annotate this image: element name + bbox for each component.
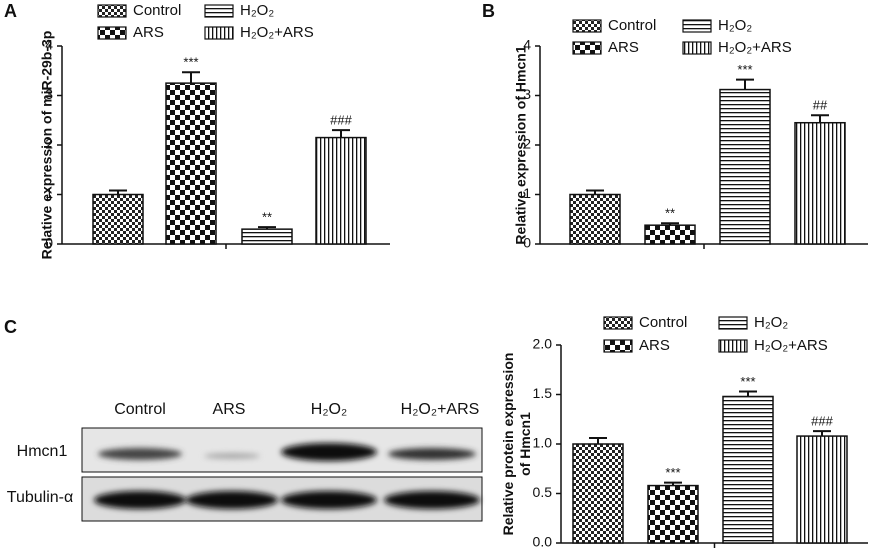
significance-label: ### [811, 414, 833, 429]
bar [572, 443, 624, 544]
bar [796, 435, 848, 544]
y-tick-label: 2.0 [533, 336, 553, 352]
western-blot: Control ARS H₂O₂ H₂O₂+ARS Hmcn1 Tubulin-… [7, 401, 483, 522]
y-tick-label: 1 [45, 185, 53, 201]
y-tick-label: 1.5 [533, 385, 553, 401]
legend-label: ARS [133, 24, 164, 41]
y-tick-label: 3 [523, 86, 531, 102]
legend-label: Control [608, 17, 656, 34]
blot-column-label: H₂O₂ [311, 401, 347, 418]
bar-chart: 0.0 0.5 1.0 1.5 2.0 Relative protein expressi… [500, 314, 868, 550]
legend-swatch [204, 26, 234, 40]
legend-label: ARS [639, 337, 670, 354]
y-tick-label: 0.0 [533, 534, 553, 550]
legend-swatch [572, 19, 602, 33]
legend-swatch [603, 316, 633, 330]
bar [315, 136, 367, 245]
legend-label: Control [639, 314, 687, 331]
bar [719, 88, 771, 245]
blot-column-label: ARS [213, 401, 246, 418]
significance-label: *** [665, 465, 680, 480]
y-tick-label: 0.5 [533, 484, 553, 500]
legend-label: ARS [608, 39, 639, 56]
y-axis-label: Relative protein expression [500, 353, 516, 536]
panel-label: A [4, 1, 17, 21]
significance-label: ### [330, 113, 352, 128]
significance-label: *** [737, 62, 752, 77]
legend-label: H₂O₂ [718, 17, 752, 34]
y-tick-label: 0 [45, 235, 53, 251]
legend-label: H₂O₂+ARS [754, 337, 828, 354]
legend-swatch [682, 19, 712, 33]
bar [794, 121, 846, 245]
y-tick-label: 4 [523, 37, 531, 53]
legend-swatch [682, 41, 712, 55]
legend-swatch [572, 41, 602, 55]
blot-bands [94, 443, 480, 509]
significance-label: ** [262, 210, 272, 225]
blot-row-label: Hmcn1 [17, 443, 68, 460]
legend-label: H₂O₂+ARS [718, 39, 792, 56]
blot-column-label: H₂O₂+ARS [401, 401, 480, 418]
y-tick-label: 0 [523, 235, 531, 251]
legend-swatch [718, 316, 748, 330]
y-tick-label: 4 [45, 37, 53, 53]
bar [722, 395, 774, 544]
bar [165, 82, 217, 245]
significance-label: ## [813, 98, 828, 113]
legend-swatch [718, 339, 748, 353]
y-tick-label: 2 [45, 136, 53, 152]
bar [647, 484, 699, 544]
y-axis-label: of Hmcn1 [517, 412, 533, 476]
y-axis-label: Relative expression of miR-29b-3p [39, 31, 55, 260]
legend-swatch [97, 26, 127, 40]
y-tick-label: 3 [45, 86, 53, 102]
legend-swatch [603, 339, 633, 353]
bar [569, 193, 621, 245]
blot-row-label: Tubulin-α [7, 489, 73, 506]
bar [644, 224, 696, 245]
legend-swatch [204, 4, 234, 18]
panel-label: C [4, 317, 17, 337]
y-tick-label: 1 [523, 185, 531, 201]
significance-label: ** [665, 206, 675, 221]
legend-label: Control [133, 2, 181, 19]
blot-column-label: Control [114, 401, 166, 418]
significance-label: *** [740, 374, 755, 389]
legend-label: H₂O₂+ARS [240, 24, 314, 41]
legend-label: H₂O₂ [754, 314, 788, 331]
y-axis-label: Relative expression of Hmcn1 [513, 45, 529, 244]
legend-swatch [97, 4, 127, 18]
legend-label: H₂O₂ [240, 2, 274, 19]
y-tick-label: 1.0 [533, 435, 553, 451]
bar [92, 193, 144, 245]
y-tick-label: 2 [523, 136, 531, 152]
significance-label: *** [183, 55, 198, 70]
panel-label: B [482, 1, 495, 21]
bar [241, 228, 293, 245]
